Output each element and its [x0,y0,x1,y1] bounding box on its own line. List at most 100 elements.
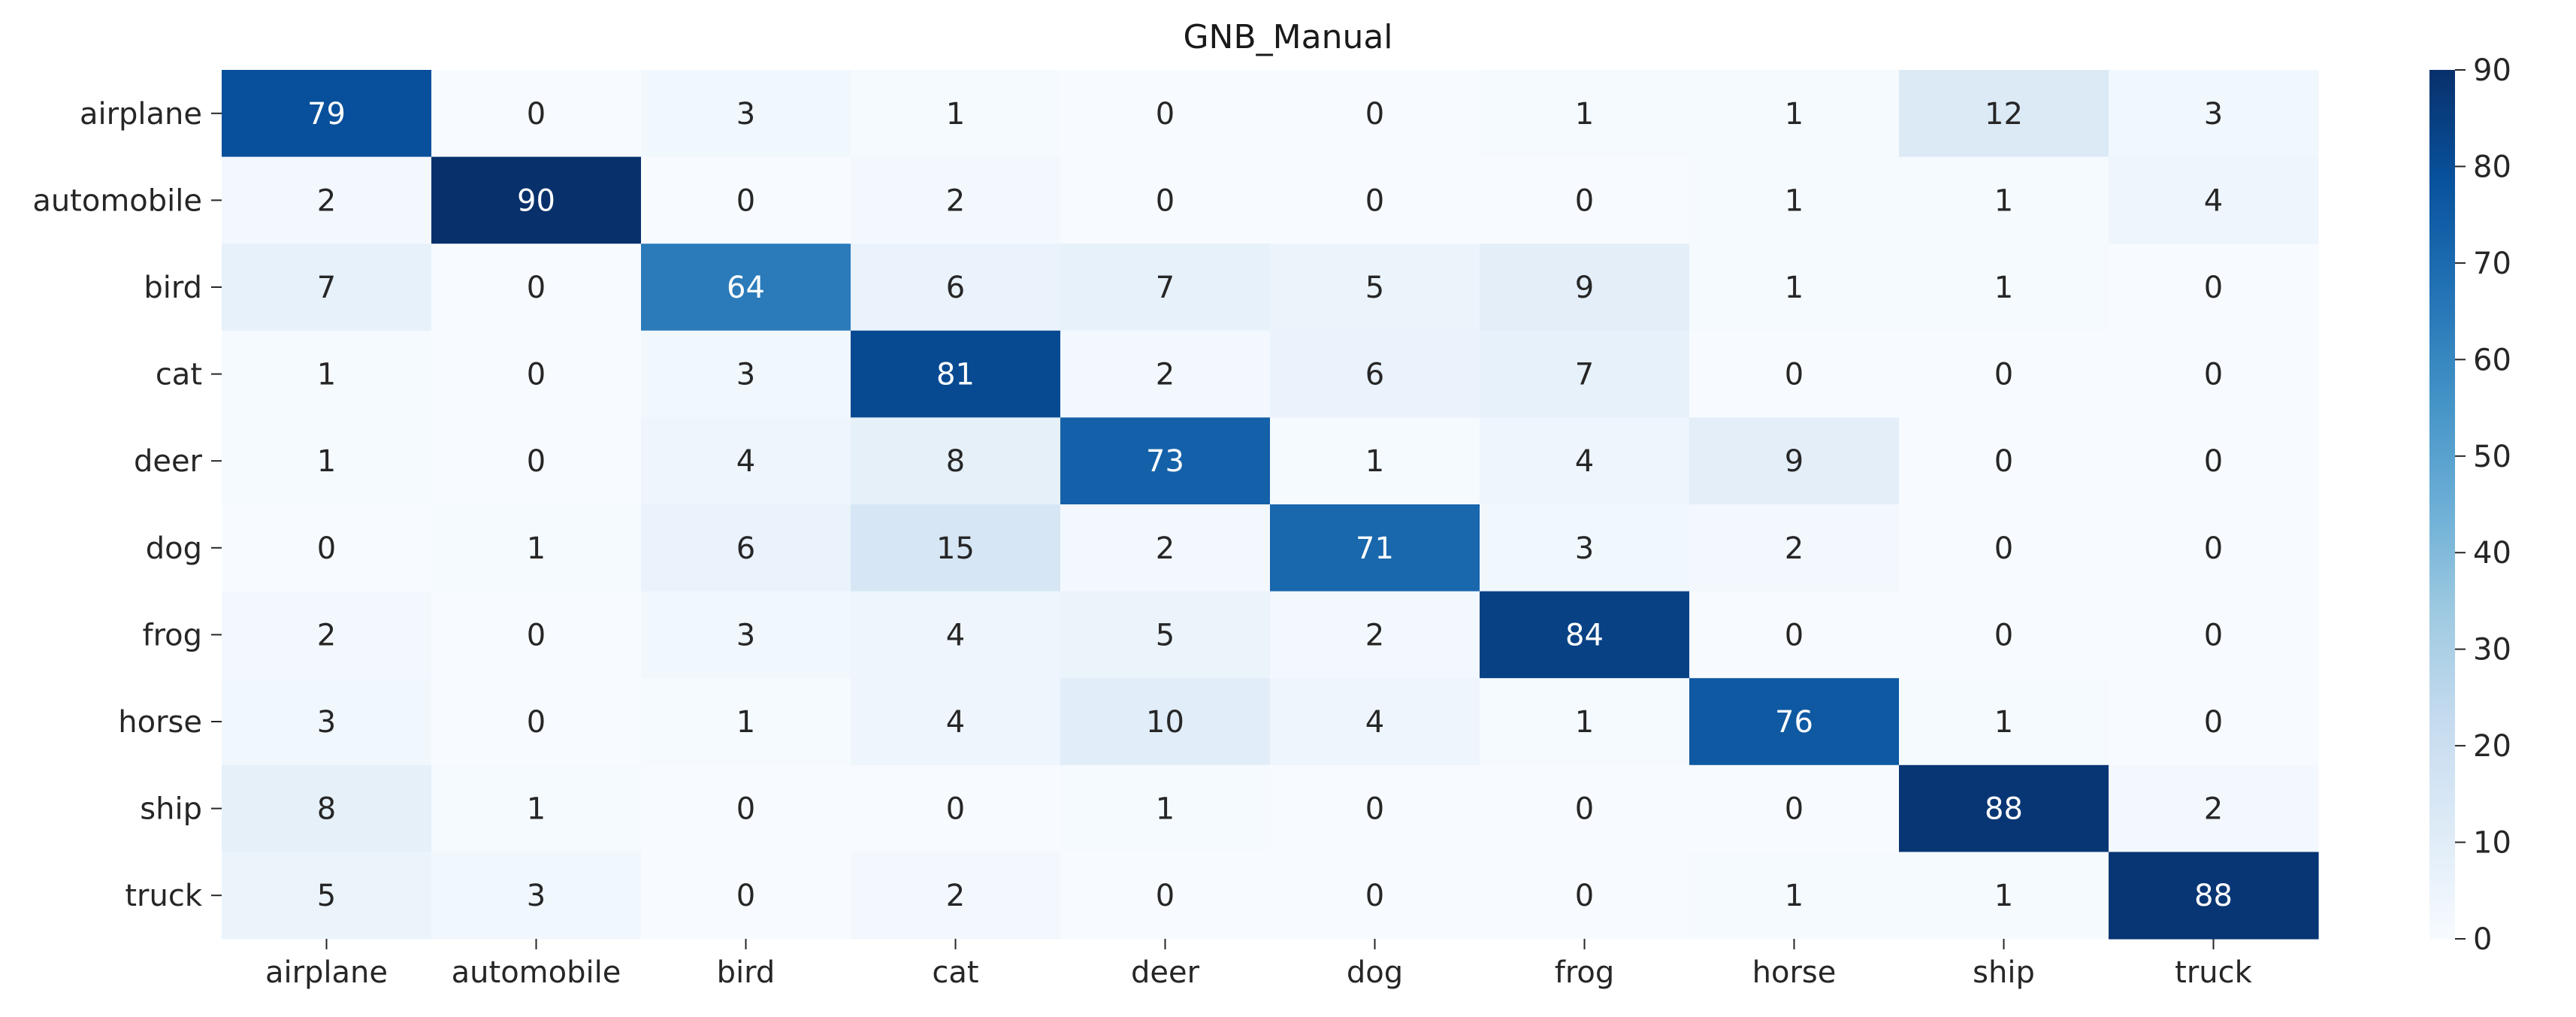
heatmap-cell [641,678,851,766]
cell-value-label: 0 [527,271,546,305]
heatmap-cell [431,70,642,158]
colorbar-tick-label: 20 [2473,729,2511,764]
cell-value-label: 3 [736,618,755,652]
y-tick-label: ship [140,792,202,827]
cell-value-label: 4 [946,705,965,740]
cell-value-label: 1 [1785,183,1804,218]
cell-value-label: 0 [317,531,336,566]
cell-value-label: 0 [1156,183,1175,218]
cell-value-label: 0 [2204,705,2223,740]
colorbar-tick-label: 90 [2473,53,2511,88]
cell-value-label: 0 [1156,97,1175,132]
heatmap-cell [2109,330,2319,418]
heatmap-cell [1270,591,1480,679]
heatmap-cell [851,678,1061,766]
cell-value-label: 4 [2204,183,2223,218]
cell-value-label: 0 [1575,183,1594,218]
heatmap-cell [1689,330,1900,418]
heatmap-cell [1060,244,1271,331]
cell-value-label: 0 [1994,531,2013,566]
heatmap-cell [1270,764,1480,852]
cell-value-label: 4 [946,618,965,652]
heatmap-cell [1270,70,1480,158]
cell-value-label: 71 [1356,531,1394,566]
cell-value-label: 0 [736,183,755,218]
heatmap-cell [1060,678,1271,766]
heatmap-cell [1060,70,1271,158]
cell-value-label: 0 [527,97,546,132]
heatmap-cell [222,70,432,158]
cell-value-label: 1 [1575,705,1594,740]
heatmap-cell [2109,591,2319,679]
cell-value-label: 1 [1785,879,1804,913]
cell-value-label: 0 [2204,618,2223,652]
heatmap-cell [1480,591,1690,679]
cell-value-label: 5 [1156,618,1175,652]
cell-value-label: 79 [307,97,346,132]
cell-value-label: 0 [1785,618,1804,652]
heatmap-cell [1270,417,1480,505]
cell-value-label: 6 [946,271,965,305]
colorbar-tick-label: 80 [2473,150,2511,184]
heatmap-cell [2109,678,2319,766]
heatmap-cell [1689,591,1900,679]
x-tick-label: frog [1555,955,1615,990]
y-tick-label: cat [156,358,202,392]
cell-value-label: 1 [1575,97,1594,132]
cell-value-label: 2 [317,618,336,652]
colorbar-tick-label: 60 [2473,343,2511,377]
cell-value-label: 7 [1575,358,1594,392]
cell-value-label: 7 [1156,271,1175,305]
heatmap-cell [2109,852,2319,940]
cell-value-label: 1 [1785,271,1804,305]
heatmap-cell [2109,244,2319,331]
heatmap-cell [1899,330,2109,418]
cell-value-label: 0 [2204,531,2223,566]
heatmap-cell [1480,244,1690,331]
cell-value-label: 76 [1775,705,1813,740]
cell-value-label: 81 [936,358,975,392]
cell-value-label: 3 [736,358,755,392]
heatmap-cell [1480,156,1690,244]
heatmap-cell [641,852,851,940]
cell-value-label: 0 [1365,97,1384,132]
cell-value-label: 1 [527,531,546,566]
heatmap-cell [1689,244,1900,331]
heatmap-cell [1060,156,1271,244]
heatmap-cell [1899,504,2109,592]
colorbar-tick-label: 40 [2473,536,2511,571]
cell-value-label: 1 [1156,792,1175,827]
cell-value-label: 4 [1365,705,1384,740]
cell-value-label: 1 [317,444,336,479]
cell-value-label: 0 [1575,792,1594,827]
heatmap-cell [641,417,851,505]
heatmap-cell [222,156,432,244]
x-tick-label: horse [1752,955,1837,990]
cell-value-label: 1 [1994,705,2013,740]
heatmap-cell [2109,764,2319,852]
heatmap-cell [1899,678,2109,766]
cell-value-label: 0 [2204,271,2223,305]
colorbar-tick-label: 10 [2473,826,2511,861]
cell-value-label: 1 [1785,97,1804,132]
cell-value-label: 4 [736,444,755,479]
cell-value-label: 73 [1146,444,1184,479]
x-tick-label: dog [1347,955,1403,990]
cell-value-label: 0 [527,358,546,392]
heatmap-cell [1270,678,1480,766]
heatmap-cell [222,591,432,679]
heatmap-cell [1480,852,1690,940]
y-tick-label: dog [146,531,202,566]
cell-value-label: 2 [946,183,965,218]
y-tick-label: bird [144,271,202,305]
cell-value-label: 0 [527,444,546,479]
heatmap-cell [641,156,851,244]
y-tick-label: truck [125,879,202,913]
heatmap-cell [1899,764,2109,852]
cell-value-label: 1 [1994,271,2013,305]
colorbar-gradient [2429,70,2455,939]
heatmap-cell [1480,70,1690,158]
heatmap-cell [222,678,432,766]
cell-value-label: 64 [727,271,765,305]
heatmap-cell [1060,504,1271,592]
